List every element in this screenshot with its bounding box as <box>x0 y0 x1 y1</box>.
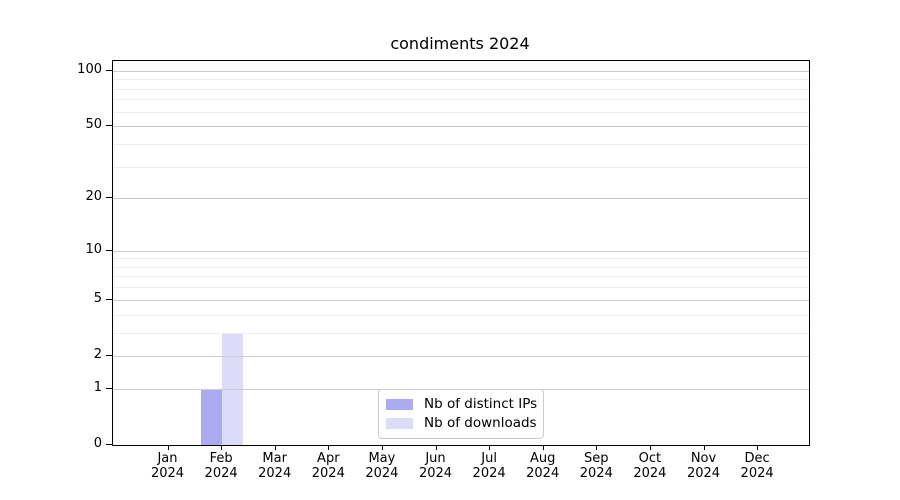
x-tick-year: 2024 <box>204 466 238 481</box>
x-tick-year: 2024 <box>633 466 667 481</box>
x-tick-year: 2024 <box>418 466 453 481</box>
y-tick-mark <box>106 387 112 389</box>
y-tick-label: 0 <box>93 436 102 451</box>
gridline-minor <box>113 166 809 168</box>
gridline-minor <box>113 99 809 101</box>
gridline-minor <box>113 276 809 278</box>
x-tick-mark <box>596 445 598 450</box>
x-tick-month: Mar <box>262 451 287 466</box>
y-tick-mark <box>106 249 112 251</box>
x-tick-month: Feb <box>209 451 233 466</box>
gridline-major <box>113 70 809 72</box>
x-tick-label: Jun 2024 <box>404 451 468 481</box>
y-tick-label: 1 <box>93 379 102 395</box>
x-tick-mark <box>435 445 437 450</box>
x-tick-label: Aug 2024 <box>511 451 575 481</box>
x-tick-year: 2024 <box>740 466 774 481</box>
gridline-minor <box>113 332 809 334</box>
x-tick-month: Jul <box>481 451 497 466</box>
plot-area <box>112 60 810 446</box>
x-tick-label: Nov 2024 <box>672 451 736 481</box>
legend-swatch-distinct-ips-icon <box>386 398 413 410</box>
x-tick-year: 2024 <box>472 466 506 481</box>
gridline-major <box>113 126 809 128</box>
x-tick-mark <box>221 445 223 450</box>
y-tick-mark <box>106 354 112 356</box>
x-tick-year: 2024 <box>526 466 560 481</box>
gridline-major <box>113 299 809 301</box>
gridline-minor <box>113 88 809 90</box>
x-tick-month: Jan <box>157 451 178 466</box>
x-tick-mark <box>274 445 276 450</box>
x-tick-month: Jun <box>425 451 446 466</box>
y-tick-mark <box>106 125 112 127</box>
gridline-major <box>113 198 809 200</box>
gridline-minor <box>113 79 809 81</box>
x-tick-month: May <box>368 451 396 466</box>
legend-item-distinct-ips: Nb of distinct IPs <box>386 395 538 412</box>
y-tick-mark <box>106 444 112 445</box>
x-tick-label: Jan 2024 <box>136 451 200 481</box>
y-tick-mark <box>106 69 112 71</box>
gridline-minor <box>113 314 809 316</box>
x-tick-label: Sep 2024 <box>564 451 628 481</box>
x-tick-label: May 2024 <box>350 451 414 481</box>
y-tick-mark <box>106 197 112 199</box>
y-tick-label: 50 <box>85 117 102 133</box>
legend: Nb of distinct IPs Nb of downloads <box>378 389 544 439</box>
legend-label-distinct-ips: Nb of distinct IPs <box>424 395 538 412</box>
y-tick-label: 2 <box>93 346 102 362</box>
y-tick-label: 100 <box>77 61 102 77</box>
x-tick-label: Apr 2024 <box>296 451 360 481</box>
x-tick-year: 2024 <box>311 466 345 481</box>
legend-item-downloads: Nb of downloads <box>386 415 537 432</box>
gridline-minor <box>113 266 809 268</box>
x-tick-mark <box>757 445 759 450</box>
y-tick-label: 5 <box>93 290 102 306</box>
chart-title: condiments 2024 <box>390 34 530 53</box>
x-tick-mark <box>703 445 705 450</box>
x-tick-year: 2024 <box>258 466 292 481</box>
x-tick-label: Mar 2024 <box>243 451 307 481</box>
gridline-minor <box>113 287 809 289</box>
x-tick-month: Apr <box>317 451 340 466</box>
x-tick-month: Sep <box>584 451 609 466</box>
x-tick-month: Aug <box>529 451 556 466</box>
x-tick-year: 2024 <box>686 466 721 481</box>
legend-swatch-downloads-icon <box>386 418 413 430</box>
bar-distinct-ips <box>201 388 223 445</box>
x-tick-label: Oct 2024 <box>618 451 682 481</box>
gridline-minor <box>113 143 809 145</box>
y-tick-mark <box>106 298 112 300</box>
x-tick-year: 2024 <box>150 466 185 481</box>
y-tick-label: 10 <box>85 241 102 257</box>
x-tick-month: Nov <box>690 451 717 466</box>
x-tick-mark <box>381 445 383 450</box>
y-tick-label: 20 <box>85 189 102 205</box>
x-tick-mark <box>649 445 651 450</box>
x-tick-mark <box>489 445 491 450</box>
x-tick-year: 2024 <box>579 466 613 481</box>
x-tick-mark <box>328 445 330 450</box>
x-tick-month: Dec <box>744 451 770 466</box>
x-tick-mark <box>542 445 544 450</box>
x-tick-label: Feb 2024 <box>189 451 253 481</box>
legend-label-downloads: Nb of downloads <box>424 415 537 432</box>
gridline-minor <box>113 258 809 260</box>
gridline-minor <box>113 111 809 113</box>
x-tick-year: 2024 <box>365 466 399 481</box>
x-tick-mark <box>167 445 169 450</box>
gridline-major <box>113 250 809 252</box>
gridline-major <box>113 355 809 357</box>
x-tick-label: Dec 2024 <box>725 451 789 481</box>
x-tick-month: Oct <box>638 451 662 466</box>
x-tick-label: Jul 2024 <box>457 451 521 481</box>
